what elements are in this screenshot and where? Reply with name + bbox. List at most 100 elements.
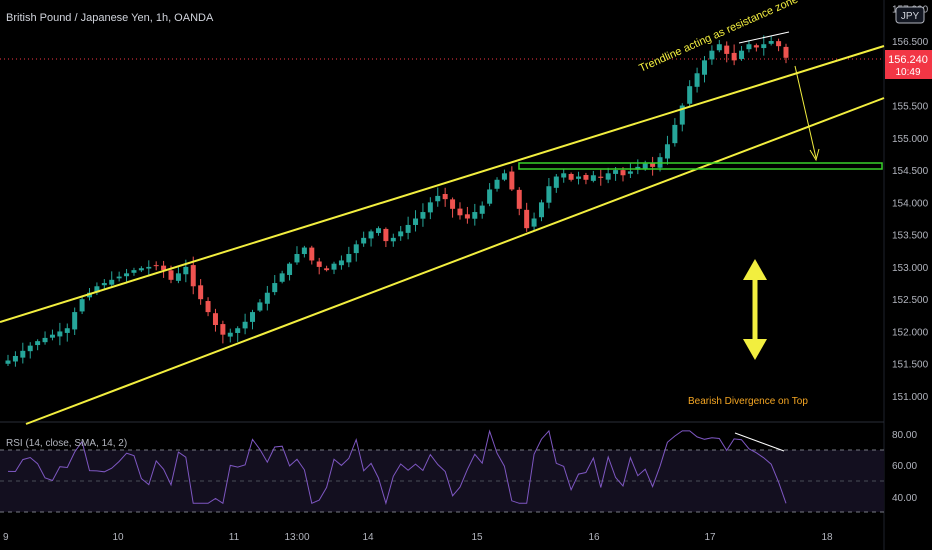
time-tick-label: 18	[821, 532, 833, 543]
candle	[553, 173, 559, 193]
candle	[709, 45, 715, 65]
candle	[49, 329, 55, 341]
candle	[687, 80, 693, 108]
price-tick-label: 156.500	[892, 37, 929, 48]
candle	[472, 203, 478, 226]
channel-upper-line[interactable]	[0, 45, 885, 323]
candle	[57, 322, 63, 346]
svg-text:156.240: 156.240	[888, 54, 928, 66]
top-trendline[interactable]	[738, 31, 790, 44]
svg-text:JPY: JPY	[901, 11, 920, 22]
candle	[701, 56, 707, 83]
candle	[124, 268, 130, 284]
projection-arrow-line[interactable]	[794, 65, 817, 159]
candle	[287, 262, 293, 281]
time-tick-label: 14	[362, 532, 374, 543]
candle	[175, 266, 181, 284]
price-tick-label: 152.000	[892, 327, 929, 338]
candle	[576, 171, 582, 185]
candle	[450, 197, 456, 218]
resistance-annotation: Trendline acting as resistance zone	[637, 0, 800, 75]
support-zone-rect[interactable]	[518, 162, 883, 170]
candle	[479, 201, 485, 219]
candle	[427, 197, 433, 220]
candle	[250, 309, 256, 330]
candle	[746, 40, 752, 53]
time-tick-label: 13:00	[284, 532, 309, 543]
rsi-tick-label: 60.00	[892, 461, 917, 472]
candle	[220, 320, 226, 344]
candle	[94, 282, 100, 296]
candles-group	[5, 35, 789, 367]
candle	[768, 35, 774, 46]
candle	[338, 255, 344, 270]
candle	[546, 178, 552, 209]
candle	[627, 162, 633, 179]
projection-arrow-head	[809, 148, 820, 162]
rsi-line[interactable]	[7, 429, 787, 506]
candle	[353, 240, 359, 262]
rsi-label[interactable]: RSI (14, close, SMA, 14, 2)	[6, 438, 127, 449]
candle	[783, 43, 789, 64]
candle	[361, 231, 367, 247]
double-arrow-icon[interactable]	[743, 259, 767, 360]
candle	[190, 256, 196, 295]
candle	[64, 323, 70, 342]
time-tick-label: 16	[588, 532, 600, 543]
rsi-divergence-line[interactable]	[734, 432, 785, 452]
rsi-axis[interactable]: 80.00 60.00 40.00	[892, 430, 917, 504]
channel-lower-line[interactable]	[25, 97, 885, 425]
candle	[272, 275, 278, 296]
rsi-tick-label: 40.00	[892, 493, 917, 504]
price-tick-label: 153.000	[892, 263, 929, 274]
candle	[27, 342, 33, 359]
candle	[664, 135, 670, 165]
candle	[368, 229, 374, 247]
chart-title: British Pound / Japanese Yen, 1h, OANDA	[6, 12, 214, 24]
candle	[264, 285, 270, 311]
candle	[109, 271, 115, 288]
time-tick-label: 17	[704, 532, 716, 543]
time-tick-label: 10	[112, 532, 124, 543]
candle	[605, 167, 611, 184]
candle	[561, 168, 567, 183]
candle	[776, 38, 782, 52]
candle	[501, 169, 507, 182]
candle	[524, 202, 530, 232]
candle	[346, 246, 352, 268]
time-tick-label: 11	[229, 532, 240, 543]
candle	[324, 265, 330, 272]
current-price-badge: 156.240 10:49	[885, 50, 932, 79]
candle	[405, 216, 411, 240]
price-tick-label: 152.500	[892, 295, 929, 306]
candle	[20, 342, 26, 364]
candle	[279, 270, 285, 284]
candle	[590, 170, 596, 183]
candle	[538, 199, 544, 222]
currency-badge[interactable]: JPY	[895, 6, 925, 24]
time-tick-label: 15	[471, 532, 483, 543]
candle	[442, 187, 448, 207]
candle	[494, 177, 500, 192]
candle	[398, 226, 404, 241]
price-tick-label: 154.500	[892, 166, 929, 177]
candle	[257, 299, 263, 313]
candle	[116, 271, 122, 282]
rsi-tick-label: 80.00	[892, 430, 917, 441]
candle	[12, 351, 18, 367]
candle	[731, 44, 737, 66]
candle	[509, 166, 515, 192]
candle	[375, 226, 381, 236]
candle	[294, 246, 300, 265]
candle	[761, 35, 767, 56]
candle	[383, 227, 389, 248]
candle	[316, 257, 322, 275]
candle	[457, 202, 463, 220]
divergence-annotation: Bearish Divergence on Top	[688, 396, 808, 407]
time-axis[interactable]: 9 10 11 13:00 14 15 16 17 18	[3, 532, 833, 543]
candle	[146, 260, 152, 275]
candle	[583, 172, 589, 185]
candle	[435, 187, 441, 207]
